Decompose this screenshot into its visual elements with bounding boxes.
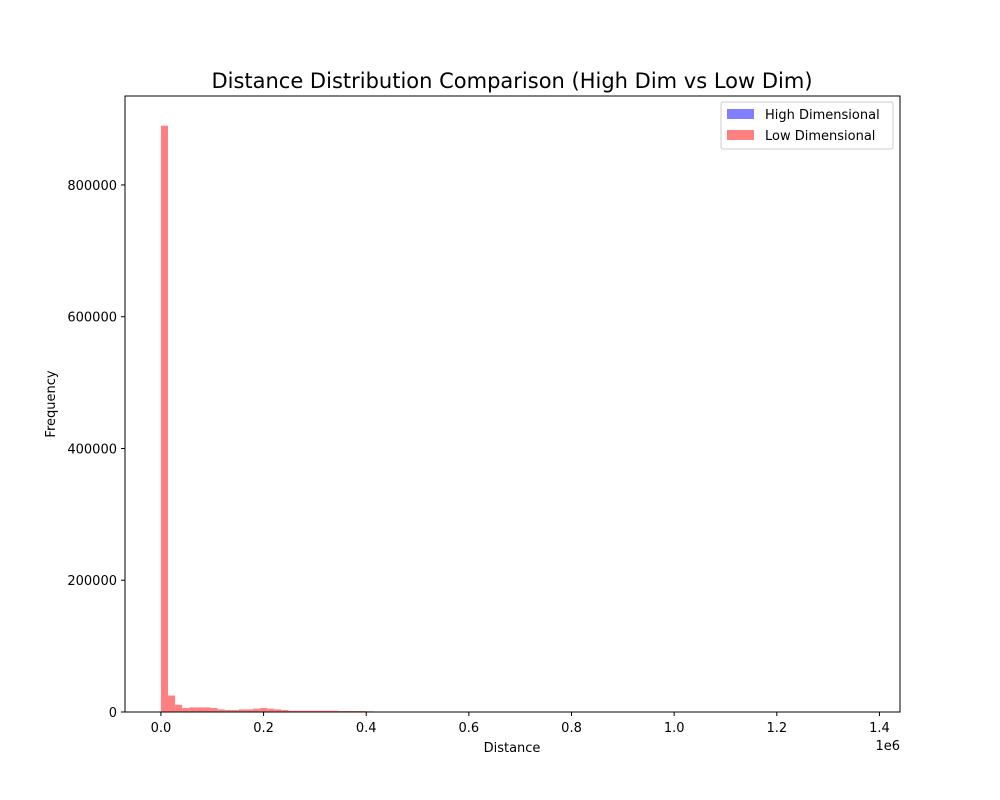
x-axis-label: Distance: [484, 741, 541, 756]
y-tick-label-0: 0: [109, 706, 117, 721]
bar-low-dimensional-7: [210, 708, 218, 712]
bar-low-dimensional-16: [274, 709, 282, 712]
bar-low-dimensional-12: [245, 709, 253, 712]
x-tick-label-6: 1.2: [766, 721, 787, 736]
bar-low-dimensional-8: [217, 709, 225, 712]
x-axis-ticks: 0.0 0.2 0.4 0.6 0.8 1.0 1.2 1.4: [151, 712, 890, 736]
bar-low-dimensional-5: [196, 707, 204, 712]
x-tick-label-7: 1.4: [869, 721, 890, 736]
bar-low-dimensional-24: [330, 710, 338, 712]
bar-low-dimensional-22: [316, 710, 324, 712]
y-tick-label-3: 600000: [67, 311, 117, 326]
plot-area: [124, 95, 901, 713]
legend-swatch-low-dimensional: [727, 130, 754, 140]
bar-low-dimensional-4: [189, 707, 197, 712]
y-tick-label-2: 400000: [67, 442, 117, 457]
bar-low-dimensional-0: [160, 125, 169, 712]
legend-frame: [720, 101, 894, 150]
bar-low-dimensional-13: [253, 708, 261, 712]
bar-low-dimensional-9: [224, 710, 232, 712]
axes-frame: [124, 95, 901, 713]
bar-low-dimensional-6: [203, 707, 211, 712]
bar-low-dimensional-17: [281, 710, 289, 712]
bar-low-dimensional-11: [238, 709, 246, 712]
bar-low-dimensional-20: [302, 710, 310, 712]
y-axis-ticks: 0 200000 400000 600000 800000: [67, 179, 125, 721]
bar-low-dimensional-18: [288, 710, 296, 712]
legend: High Dimensional Low Dimensional: [720, 101, 894, 150]
bar-low-dimensional-23: [323, 710, 331, 712]
x-tick-label-4: 0.8: [561, 721, 582, 736]
y-axis-label: Frequency: [44, 370, 59, 437]
bar-low-dimensional-1: [168, 695, 176, 712]
bar-low-dimensional-21: [309, 710, 317, 712]
legend-swatch-high-dimensional: [727, 109, 754, 119]
legend-label-high-dimensional: High Dimensional: [765, 108, 880, 123]
y-tick-label-1: 200000: [67, 574, 117, 589]
x-tick-label-2: 0.4: [356, 721, 377, 736]
chart-title: Distance Distribution Comparison (High D…: [211, 69, 812, 93]
y-tick-label-4: 800000: [67, 179, 117, 194]
bar-low-dimensional-14: [260, 708, 268, 712]
bar-low-dimensional-15: [267, 708, 275, 712]
x-tick-label-5: 1.0: [664, 721, 685, 736]
x-tick-label-1: 0.2: [253, 721, 274, 736]
bar-low-dimensional-2: [175, 704, 183, 712]
x-tick-label-3: 0.6: [459, 721, 480, 736]
x-tick-label-0: 0.0: [151, 721, 172, 736]
legend-label-low-dimensional: Low Dimensional: [765, 129, 875, 144]
x-axis-offset-text: 1e6: [875, 739, 900, 754]
bar-low-dimensional-10: [231, 710, 239, 712]
bar-low-dimensional-3: [182, 708, 190, 712]
bar-low-dimensional-19: [295, 710, 303, 712]
